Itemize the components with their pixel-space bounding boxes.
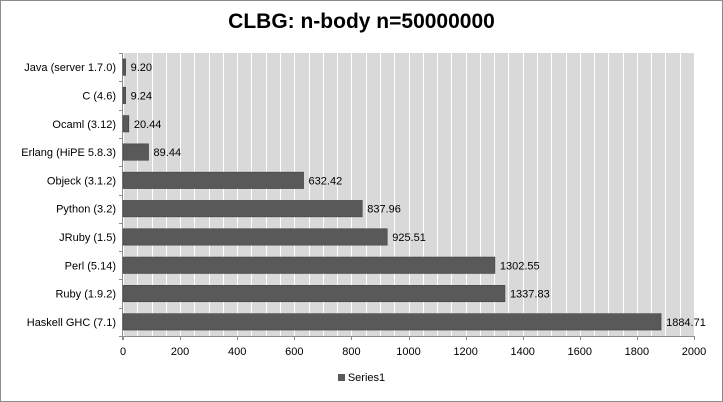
bar [122, 285, 506, 303]
data-label: 1302.55 [500, 260, 540, 272]
category-label: JRuby (1.5) [59, 232, 116, 244]
data-label: 9.24 [131, 90, 152, 102]
bar [122, 143, 149, 161]
x-tick-label: 1200 [453, 346, 477, 358]
category-label: Java (server 1.7.0) [24, 62, 116, 74]
data-label: 925.51 [392, 232, 426, 244]
bar [122, 58, 126, 76]
bar [122, 115, 130, 133]
bar [122, 256, 496, 274]
data-label: 1337.83 [510, 289, 550, 301]
x-tick-label: 400 [228, 346, 246, 358]
x-tick-label: 200 [171, 346, 189, 358]
x-tick-label: 1800 [625, 346, 649, 358]
category-label: Ruby (1.9.2) [55, 289, 116, 301]
category-label: Ocaml (3.12) [52, 119, 116, 131]
data-label: 9.20 [131, 62, 152, 74]
data-label: 837.96 [367, 204, 401, 216]
bar [122, 313, 662, 331]
data-label: 89.44 [154, 147, 182, 159]
x-tick-label: 1600 [568, 346, 592, 358]
bar [122, 86, 126, 104]
legend-label: Series1 [347, 372, 386, 384]
data-label: 632.42 [309, 175, 343, 187]
legend: Series1 [0, 372, 723, 384]
x-tick-label: 1400 [510, 346, 534, 358]
x-tick-label: 2000 [682, 346, 706, 358]
bar [122, 228, 388, 246]
category-label: Python (3.2) [56, 204, 116, 216]
data-label: 20.44 [134, 119, 162, 131]
category-label: C (4.6) [82, 90, 116, 102]
bar [122, 171, 304, 189]
legend-swatch [337, 374, 345, 381]
bar [122, 200, 363, 218]
x-tick-label: 600 [285, 346, 303, 358]
category-label: Perl (5.14) [65, 260, 116, 272]
category-label: Haskell GHC (7.1) [27, 317, 116, 329]
x-tick-label: 0 [120, 346, 126, 358]
category-label: Objeck (3.1.2) [47, 175, 116, 187]
chart-title: CLBG: n-body n=50000000 [228, 10, 495, 33]
category-label: Erlang (HiPE 5.8.3) [21, 147, 116, 159]
x-tick-label: 800 [342, 346, 360, 358]
data-label: 1884.71 [666, 317, 706, 329]
x-tick-label: 1000 [396, 346, 420, 358]
